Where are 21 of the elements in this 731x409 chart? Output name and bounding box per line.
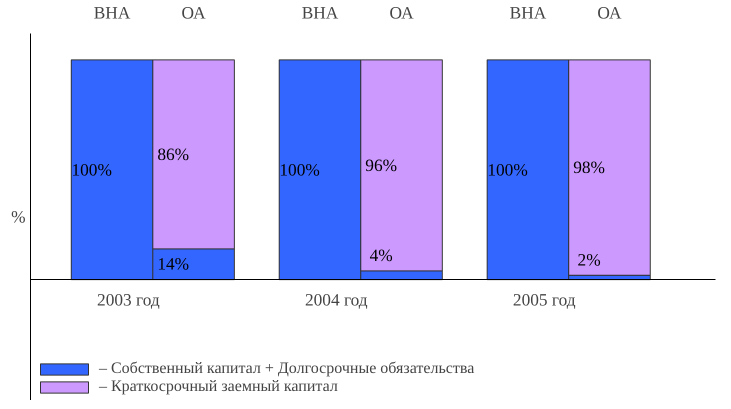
text: 2003 год xyxy=(97,290,160,310)
data-label: 96% xyxy=(365,156,398,175)
data-label: 100% xyxy=(71,160,112,180)
data-label: 98% xyxy=(573,158,605,178)
data-label: 4% xyxy=(370,246,393,265)
data-label: 100% xyxy=(487,160,528,180)
y-axis-title: % xyxy=(11,208,26,226)
legend-label: – Краткосрочный заемный капитал xyxy=(99,378,338,396)
x-tick-label: ВНА xyxy=(302,4,339,22)
data-label: 86% xyxy=(157,144,190,164)
x-tick-label: ВНА xyxy=(510,4,547,22)
x-tick-label: ОА xyxy=(597,4,622,22)
legend-label: – Собственный капитал + Долгосрочные обязательства xyxy=(99,360,474,378)
x-tick-label: ОА xyxy=(182,4,206,22)
data-label: 100% xyxy=(279,160,320,180)
data-label: 2% xyxy=(578,250,601,270)
data-label: 14% xyxy=(157,254,190,274)
x-tick-label: ВНА xyxy=(94,4,131,22)
text: 2005 год xyxy=(512,290,576,310)
x-tick-label: ОА xyxy=(389,4,414,22)
text: 2004 год xyxy=(304,290,368,310)
